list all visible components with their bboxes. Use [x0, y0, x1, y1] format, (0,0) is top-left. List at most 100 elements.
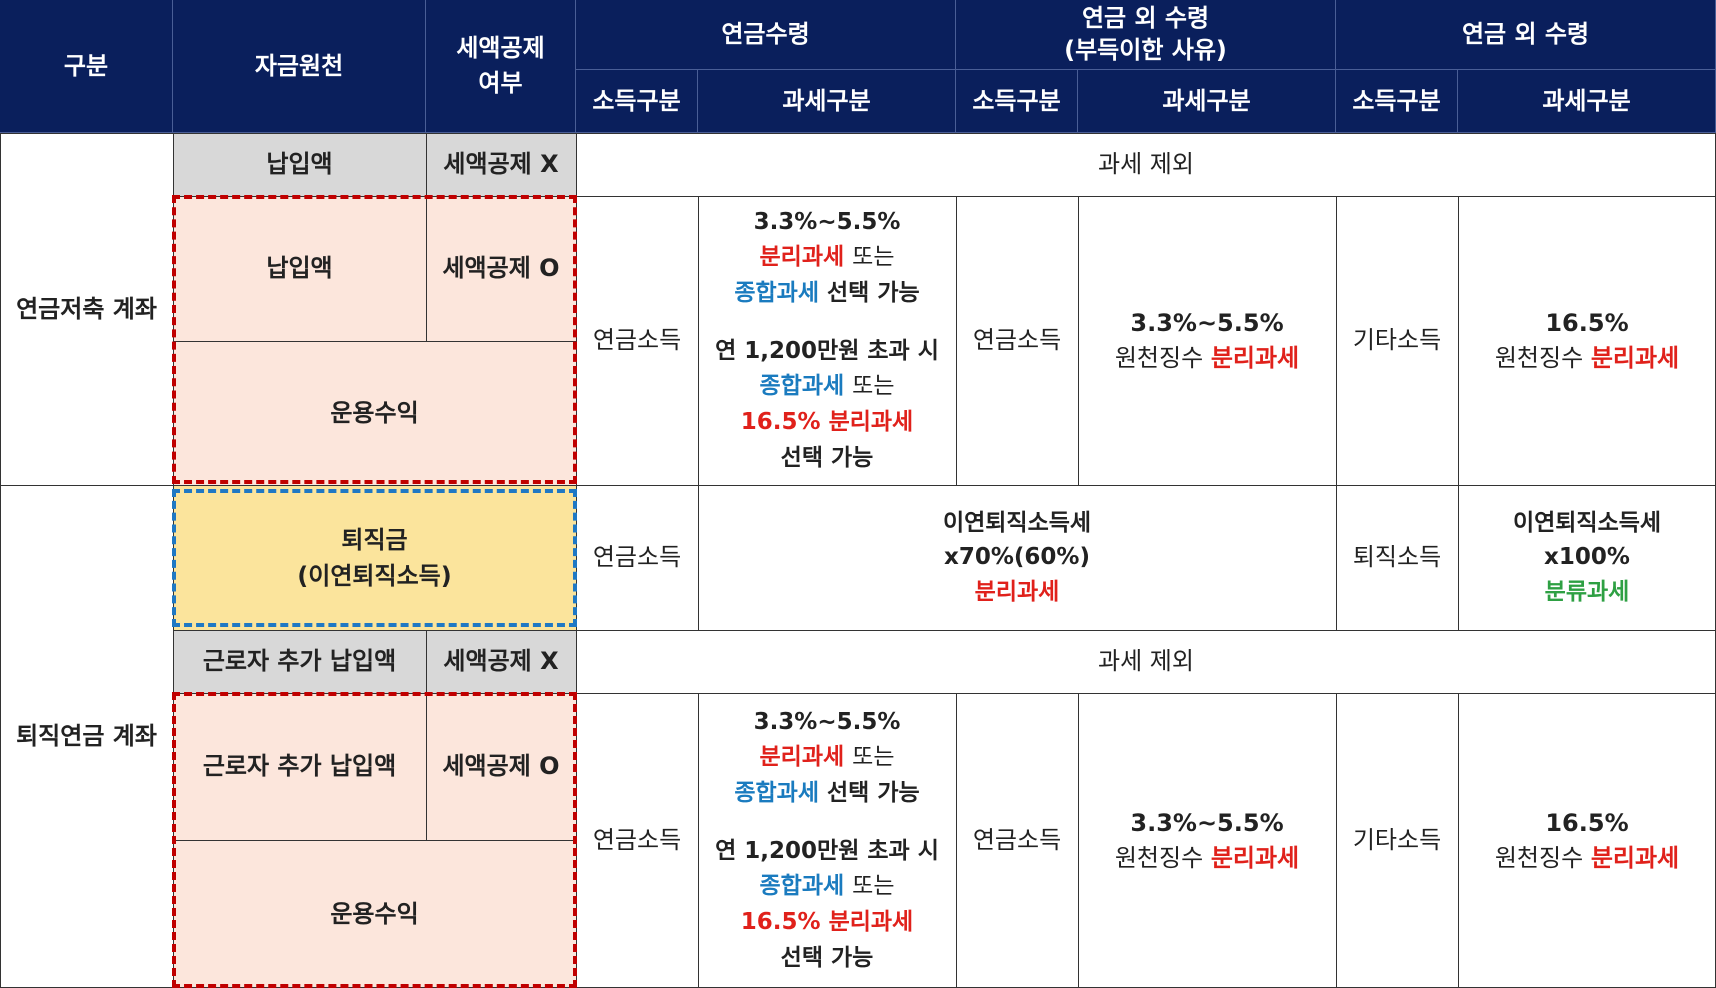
source-line2: (이연퇴직소득)	[297, 561, 452, 590]
comprehensive-line: 종합과세 선택 가능	[734, 776, 919, 812]
separate-tax: 분리과세	[828, 408, 914, 435]
income-type: 기타소득	[1352, 326, 1442, 355]
header-source-label: 자금원천	[254, 51, 344, 80]
retirement-unavoidable-tax-type: 3.3%~5.5% 원천징수 분리과세	[1078, 693, 1336, 988]
retirement-severance-other-tax: 이연퇴직소득세 x100% 분류과세	[1458, 485, 1716, 630]
grid-line	[698, 196, 699, 485]
alt-rate-line: 16.5% 분리과세	[741, 905, 913, 941]
tax-line1: 이연퇴직소득세	[942, 509, 1092, 536]
row-label-annuity-account: 연금저축 계좌	[0, 133, 173, 485]
annuity-contribution-no-deduction-source: 납입액	[173, 133, 426, 196]
separate-tax: 분리과세	[1210, 843, 1300, 872]
separate-tax: 분리과세	[759, 244, 845, 271]
grid-line	[173, 341, 576, 342]
annuity-tax-excluded: 과세 제외	[576, 133, 1716, 196]
income-type: 연금소득	[592, 326, 682, 355]
withholding-line: 원천징수 분리과세	[1115, 341, 1299, 376]
separate-or-line: 분리과세 또는	[760, 740, 895, 776]
grid-line	[0, 485, 1716, 486]
retirement-worker-deduction-source: 근로자 추가 납입액	[173, 693, 426, 840]
withholding-text: 원천징수	[1114, 843, 1204, 872]
annuity-contribution-deduction-flag: 세액공제 O	[426, 196, 576, 341]
tax-type-label: 과세구분	[1162, 86, 1251, 115]
grid-line	[173, 693, 1716, 694]
retirement-worker-no-deduction-flag: 세액공제 X	[426, 630, 576, 693]
tax-line2: x70%(60%)	[944, 544, 1090, 571]
grid-line	[698, 693, 699, 988]
source-label: 근로자 추가 납입액	[202, 752, 397, 781]
tax-excluded-label: 과세 제외	[1098, 647, 1194, 676]
income-type: 퇴직소득	[1352, 543, 1442, 572]
grid-line	[956, 693, 957, 988]
header-unavoidable-income-type: 소득구분	[956, 70, 1078, 133]
separate-tax: 분리과세	[828, 908, 914, 935]
annuity-unavoidable-tax-type: 3.3%~5.5% 원천징수 분리과세	[1078, 196, 1336, 485]
header-category: 구분	[0, 0, 173, 133]
choice-text: 선택 가능	[780, 944, 874, 971]
header-deduction-line1: 세액공제	[456, 34, 545, 63]
alt-rate: 16.5%	[740, 908, 821, 935]
tax-rate: 3.3%~5.5%	[1130, 808, 1284, 837]
income-type: 기타소득	[1352, 826, 1442, 855]
withholding-line: 원천징수 분리과세	[1495, 341, 1679, 376]
header-non-pension-label: 연금 외 수령	[1461, 20, 1590, 49]
annuity-contribution-deduction-source: 납입액	[173, 196, 426, 341]
separate-tax: 분리과세	[759, 744, 845, 771]
header-non-pension-income-type: 소득구분	[1336, 70, 1458, 133]
alt-rate: 16.5%	[740, 408, 821, 435]
investment-income-label: 운용수익	[330, 398, 419, 427]
comprehensive-tax: 종합과세	[759, 373, 845, 400]
threshold-text: 연 1,200만원 초과 시	[715, 837, 939, 864]
header-pension-label: 연금수령	[721, 20, 810, 49]
withholding-line: 원천징수 분리과세	[1495, 841, 1679, 876]
grid-line	[1078, 196, 1079, 485]
comprehensive-line: 종합과세 선택 가능	[734, 276, 919, 312]
annuity-pension-tax-type: 3.3%~5.5% 분리과세 또는 종합과세 선택 가능 연 1,200만원 초…	[698, 196, 956, 485]
deduction-flag: 세액공제 X	[443, 647, 559, 676]
grid-line	[576, 133, 577, 988]
header-pension-income-type: 소득구분	[576, 70, 698, 133]
grid-line	[426, 133, 427, 341]
source-label: 근로자 추가 납입액	[202, 647, 397, 676]
tax-type-label: 과세구분	[782, 86, 871, 115]
header-unavoidable: 연금 외 수령 (부득이한 사유)	[956, 0, 1336, 70]
retirement-severance-pension-income: 연금소득	[576, 485, 698, 630]
separate-or-line: 분리과세 또는	[760, 240, 895, 276]
header-pension-tax-type: 과세구분	[698, 70, 956, 133]
grid-line	[956, 196, 957, 485]
deduction-flag: 세액공제 O	[442, 254, 560, 283]
comprehensive-tax: 종합과세	[759, 873, 845, 900]
or-text: 또는	[852, 744, 895, 771]
comprehensive-tax: 종합과세	[734, 780, 819, 807]
separate-tax: 분리과세	[1590, 343, 1680, 372]
header-unavoidable-line2: (부득이한 사유)	[1064, 35, 1227, 64]
grid-line	[1458, 693, 1459, 988]
header-non-pension: 연금 외 수령	[1336, 0, 1716, 70]
tax-rate: 3.3%~5.5%	[1130, 308, 1284, 337]
income-type: 연금소득	[592, 826, 682, 855]
tax-rate: 3.3%~5.5%	[753, 708, 901, 735]
retirement-severance-other-income: 퇴직소득	[1336, 485, 1458, 630]
retirement-investment-income: 운용수익	[173, 840, 576, 988]
header-deduction: 세액공제 여부	[426, 0, 576, 133]
tax-rate: 16.5%	[1545, 808, 1629, 837]
retirement-unavoidable-income-type: 연금소득	[956, 693, 1078, 988]
retirement-pension-tax-type: 3.3%~5.5% 분리과세 또는 종합과세 선택 가능 연 1,200만원 초…	[698, 693, 956, 988]
retirement-severance-pension-tax: 이연퇴직소득세 x70%(60%) 분리과세	[698, 485, 1336, 630]
choice-text: 선택 가능	[780, 444, 874, 471]
grid-line	[173, 196, 1716, 197]
tax-rate: 16.5%	[1545, 308, 1629, 337]
retirement-worker-deduction-flag: 세액공제 O	[426, 693, 576, 840]
source-label: 납입액	[266, 254, 333, 283]
header-pension: 연금수령	[576, 0, 956, 70]
retirement-pension-income-type: 연금소득	[576, 693, 698, 988]
grid-line	[1078, 693, 1079, 988]
header-category-label: 구분	[63, 51, 109, 80]
withholding-text: 원천징수	[1494, 343, 1584, 372]
comprehensive-or-line: 종합과세 또는	[760, 869, 895, 905]
choice-text: 선택 가능	[827, 780, 920, 807]
income-type: 연금소득	[972, 826, 1062, 855]
or-text: 또는	[852, 373, 895, 400]
grid-line	[173, 133, 174, 988]
retirement-account-label: 퇴직연금 계좌	[16, 722, 157, 751]
